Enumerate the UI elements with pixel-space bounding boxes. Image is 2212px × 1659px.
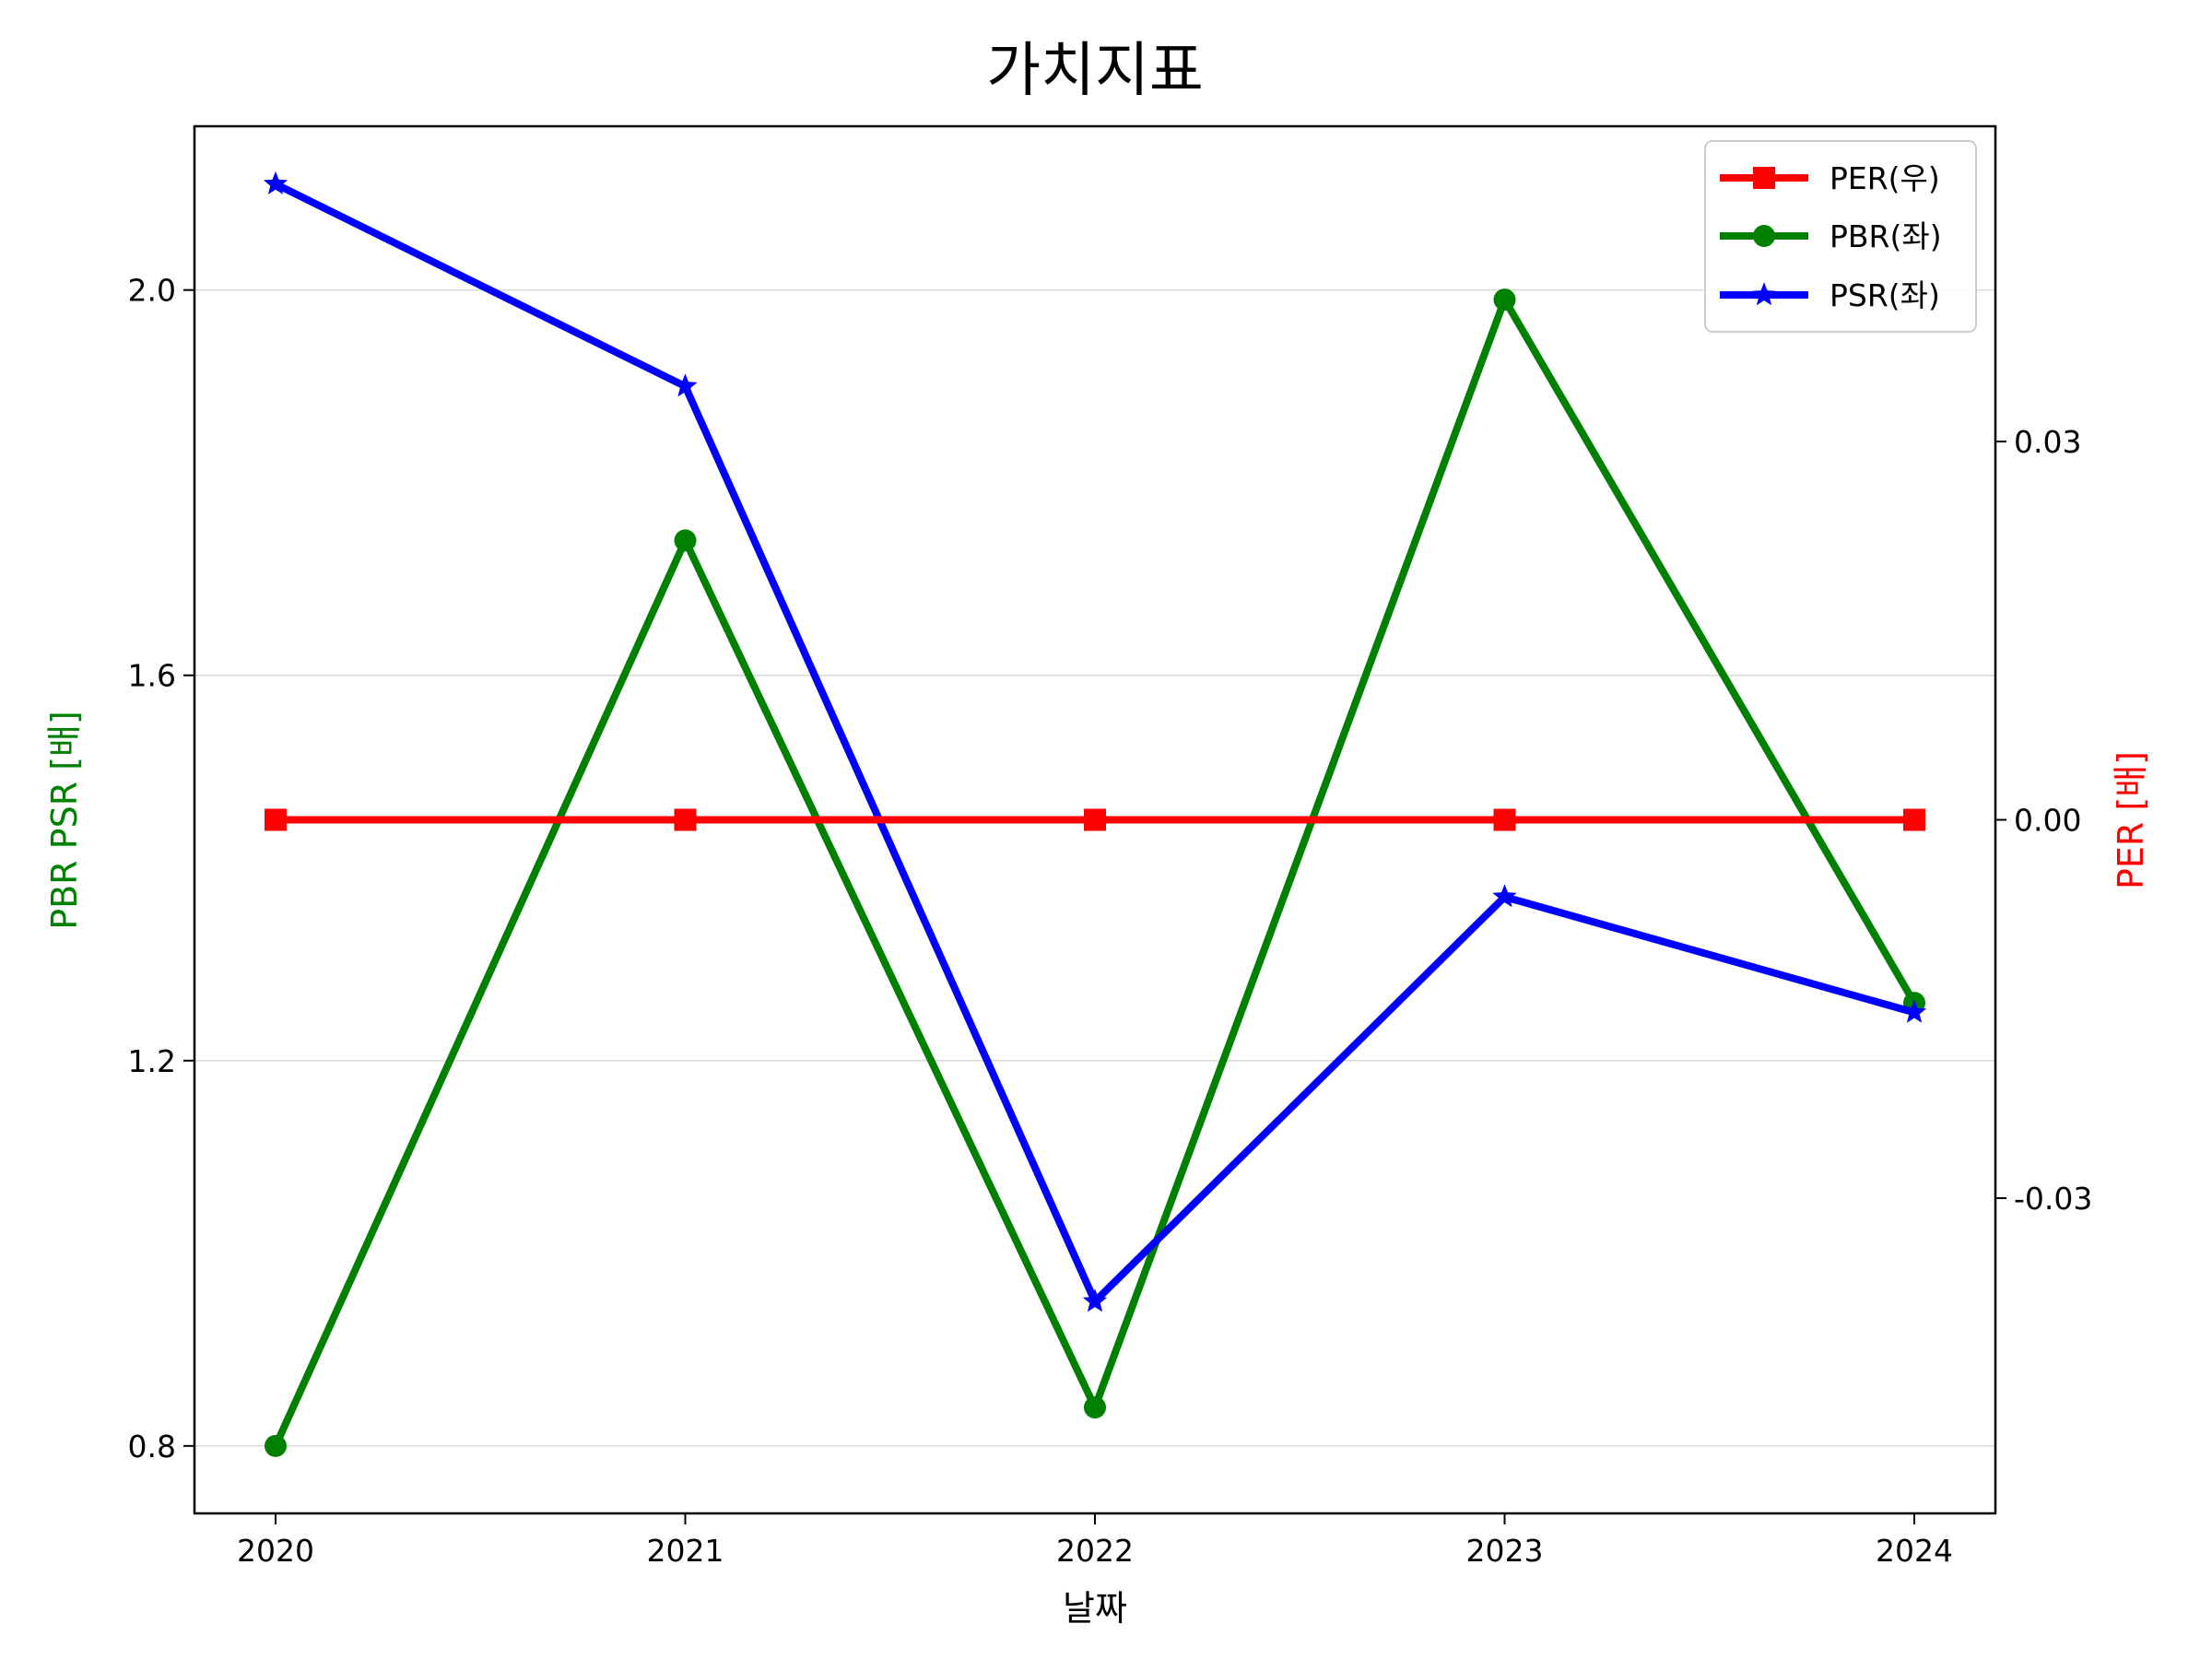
- x-tick-label: 2024: [1876, 1533, 1953, 1569]
- legend-marker: [1753, 225, 1775, 247]
- data-point: [263, 171, 288, 194]
- series-layer: [263, 171, 1927, 1457]
- data-point: [1493, 808, 1516, 831]
- data-point: [674, 808, 697, 831]
- data-point: [674, 529, 697, 552]
- left-tick-label: 2.0: [128, 273, 176, 309]
- legend: PER(우) PBR(좌) PSR(좌): [1704, 140, 1977, 333]
- data-point: [1903, 808, 1925, 831]
- x-axis-label: 날짜: [1063, 1588, 1127, 1629]
- left-tick-label: 0.8: [128, 1429, 176, 1465]
- right-tick-label: 0.03: [2014, 424, 2081, 460]
- x-axis-ticks: 2020 2021 2022 2023 2024: [237, 1513, 1953, 1569]
- data-point: [1082, 1288, 1108, 1312]
- legend-marker: [1751, 282, 1777, 306]
- right-tick-label: -0.03: [2014, 1181, 2092, 1217]
- data-point: [1084, 808, 1106, 831]
- left-y-axis-ticks: 0.8 1.2 1.6 2.0: [128, 273, 194, 1465]
- legend-entry: PBR(좌): [1720, 218, 1942, 254]
- right-y-axis-label: PER [배]: [2111, 751, 2151, 889]
- data-point: [673, 373, 698, 397]
- legend-label: PBR(좌): [1830, 218, 1942, 254]
- data-point: [1493, 288, 1516, 312]
- left-tick-label: 1.2: [128, 1043, 176, 1079]
- x-tick-label: 2021: [647, 1533, 724, 1569]
- legend-entry: PER(우): [1720, 160, 1940, 196]
- series-square: [265, 808, 1925, 831]
- data-point: [265, 808, 287, 831]
- legend-marker: [1753, 167, 1775, 189]
- left-tick-label: 1.6: [128, 658, 176, 694]
- legend-label: PER(우): [1830, 160, 1940, 196]
- left-y-axis-label: PBR PSR [배]: [44, 711, 85, 930]
- x-tick-label: 2023: [1466, 1533, 1544, 1569]
- legend-entries: PER(우) PBR(좌) PSR(좌): [1720, 160, 1942, 313]
- x-tick-label: 2020: [237, 1533, 314, 1569]
- data-point: [265, 1434, 287, 1457]
- data-point: [1492, 884, 1517, 908]
- x-tick-label: 2022: [1056, 1533, 1134, 1569]
- data-point: [1084, 1396, 1106, 1419]
- right-tick-label: 0.00: [2014, 803, 2081, 839]
- legend-entry: PSR(좌): [1720, 277, 1940, 313]
- series-star: [263, 171, 1927, 1312]
- right-y-axis-ticks: -0.03 0.00 0.03: [1995, 424, 2092, 1217]
- data-point: [1901, 999, 1927, 1023]
- chart-title: 가치지표: [986, 37, 1204, 105]
- legend-label: PSR(좌): [1830, 277, 1940, 313]
